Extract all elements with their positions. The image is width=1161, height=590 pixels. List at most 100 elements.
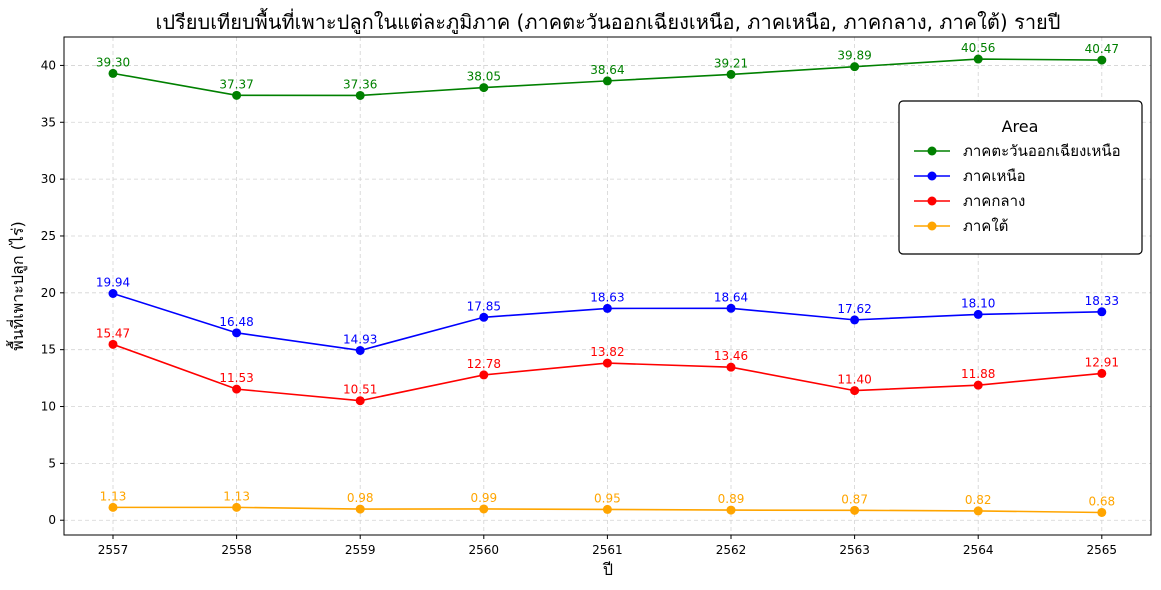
data-point <box>1097 307 1107 317</box>
legend-item: ภาคกลาง <box>914 192 1025 210</box>
data-point <box>232 384 242 394</box>
data-point <box>479 370 489 380</box>
x-tick-label: 2564 <box>963 543 994 557</box>
data-label: 16.48 <box>219 315 253 329</box>
data-point <box>232 328 242 338</box>
data-point <box>602 504 612 514</box>
legend-marker <box>927 146 937 156</box>
data-label: 0.98 <box>347 491 374 505</box>
data-label: 39.30 <box>96 55 130 69</box>
legend-label: ภาคตะวันออกเฉียงเหนือ <box>963 142 1121 160</box>
legend-marker <box>927 221 937 231</box>
data-label: 13.46 <box>714 349 748 363</box>
data-point <box>973 54 983 64</box>
data-label: 37.36 <box>343 77 377 91</box>
data-point <box>726 303 736 313</box>
series-1: 39.30 37.37 37.36 38.05 38.64 39.21 39.89 40.56… <box>96 41 1119 100</box>
y-tick-label: 5 <box>48 456 56 470</box>
data-point <box>726 362 736 372</box>
data-point <box>1097 507 1107 517</box>
x-tick-label: 2559 <box>345 543 376 557</box>
data-point <box>973 380 983 390</box>
data-label: 19.94 <box>96 276 130 290</box>
data-point <box>850 62 860 72</box>
data-point <box>479 83 489 93</box>
data-point <box>355 345 365 355</box>
data-label: 1.13 <box>100 489 127 503</box>
y-tick-label: 35 <box>41 115 56 129</box>
data-label: 39.21 <box>714 56 748 70</box>
data-label: 18.64 <box>714 290 748 304</box>
y-axis: 0 5 10 15 20 25 30 35 40 <box>41 58 64 527</box>
data-label: 18.63 <box>590 290 624 304</box>
data-point <box>108 502 118 512</box>
data-point <box>355 396 365 406</box>
data-label: 0.68 <box>1088 494 1115 508</box>
data-label: 14.93 <box>343 332 377 346</box>
data-label: 15.47 <box>96 326 130 340</box>
data-label: 0.99 <box>470 491 497 505</box>
data-point <box>479 312 489 322</box>
y-tick-label: 10 <box>41 400 56 414</box>
data-label: 38.05 <box>467 70 501 84</box>
data-point <box>1097 55 1107 65</box>
legend-title: Area <box>1002 117 1039 136</box>
legend-label: ภาคใต้ <box>963 217 1008 235</box>
data-label: 37.37 <box>219 77 253 91</box>
data-label: 13.82 <box>590 345 624 359</box>
legend-marker <box>927 171 937 181</box>
data-point <box>108 68 118 78</box>
data-label: 40.56 <box>961 41 995 55</box>
data-point <box>232 90 242 100</box>
data-point <box>355 504 365 514</box>
data-label: 12.91 <box>1085 355 1119 369</box>
y-tick-label: 25 <box>41 229 56 243</box>
x-tick-label: 2563 <box>839 543 870 557</box>
data-label: 18.10 <box>961 296 995 310</box>
data-point <box>726 505 736 515</box>
data-point <box>726 69 736 79</box>
series-3: 15.47 11.53 10.51 12.78 13.82 13.46 11.40 11.88… <box>96 326 1119 406</box>
legend-box <box>898 100 1143 255</box>
data-label: 38.64 <box>590 63 624 77</box>
x-tick-label: 2558 <box>221 543 252 557</box>
legend: Area ภาคตะวันออกเฉียงเหนือภาคเหนือภาคกลา… <box>898 100 1143 255</box>
y-tick-label: 40 <box>41 58 56 72</box>
data-point <box>602 358 612 368</box>
y-axis-label: พื้นที่เพาะปลูก (ไร่) <box>6 221 28 350</box>
data-label: 0.87 <box>841 492 868 506</box>
data-label: 11.88 <box>961 367 995 381</box>
legend-label: ภาคเหนือ <box>963 167 1026 185</box>
x-tick-label: 2561 <box>592 543 623 557</box>
data-label: 1.13 <box>223 489 250 503</box>
data-label: 39.89 <box>837 49 871 63</box>
series-layer: 39.30 37.37 37.36 38.05 38.64 39.21 39.89 40.56… <box>96 41 1119 517</box>
legend-item: ภาคเหนือ <box>914 167 1026 185</box>
data-label: 17.62 <box>837 302 871 316</box>
x-axis-label: ปี <box>603 560 614 579</box>
chart-title: เปรียบเทียบพื้นที่เพาะปลูกในแต่ละภูมิภาค… <box>156 8 1061 35</box>
series-2: 19.94 16.48 14.93 17.85 18.63 18.64 17.62 18.10… <box>96 276 1119 355</box>
data-point <box>850 505 860 515</box>
data-label: 17.85 <box>467 299 501 313</box>
data-point <box>973 309 983 319</box>
legend-item: ภาคใต้ <box>914 217 1008 235</box>
data-point <box>355 90 365 100</box>
legend-marker <box>927 196 937 206</box>
x-tick-label: 2557 <box>98 543 129 557</box>
data-point <box>850 315 860 325</box>
data-label: 40.47 <box>1085 42 1119 56</box>
legend-label: ภาคกลาง <box>963 192 1025 210</box>
data-label: 0.82 <box>965 493 992 507</box>
x-tick-label: 2560 <box>469 543 500 557</box>
y-tick-label: 15 <box>41 343 56 357</box>
data-label: 0.89 <box>718 492 745 506</box>
series-4: 1.13 1.13 0.98 0.99 0.95 0.89 0.87 0.82 0.68 <box>100 489 1115 517</box>
legend-items: ภาคตะวันออกเฉียงเหนือภาคเหนือภาคกลางภาคใ… <box>914 142 1121 235</box>
data-point <box>1097 368 1107 378</box>
data-point <box>108 339 118 349</box>
y-tick-label: 0 <box>48 513 56 527</box>
x-tick-label: 2565 <box>1087 543 1118 557</box>
data-label: 0.95 <box>594 491 621 505</box>
